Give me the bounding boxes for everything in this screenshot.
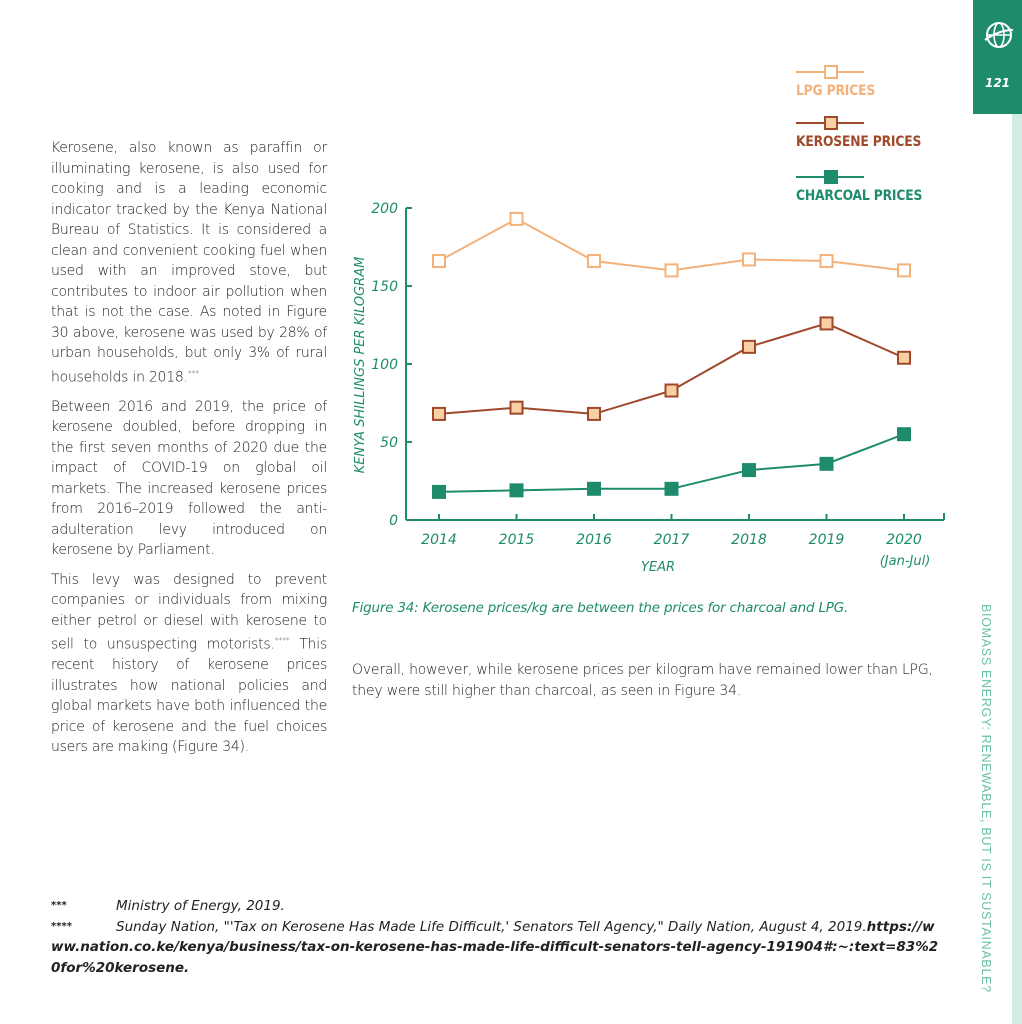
legend-marker-lpg [824,65,838,79]
data-point-charcoal [664,481,679,496]
section-title-vertical: BIOMASS ENERGY: RENEWABLE, BUT IS IT SUS… [979,604,993,993]
data-point-lpg [432,254,446,269]
y-tick-label: 150 [371,279,398,295]
legend-label-charcoal: CHARCOAL PRICES [796,188,923,204]
footnote-1: *** Ministry of Energy, 2019. [51,896,941,917]
kerosene-price-chart: 0 50 100 150 200 2014 2015 2016 2017 2018 2019 2020… [353,201,945,575]
data-point-charcoal [432,484,446,499]
data-point-lpg [509,211,524,226]
x-tick-label: 2018 [731,532,767,548]
globe-logo-icon [984,22,1014,48]
data-point-lpg [742,252,756,267]
data-point-lpg [664,263,679,278]
x-tick-label: 2019 [809,532,845,548]
y-axis-label: KENYA SHILLINGS PER KILOGRAM [353,257,368,474]
paragraph-3: This levy was designed to prevent compan… [51,571,327,756]
page-tab [973,0,1022,114]
left-column: Kerosene, also known as paraffin or illu… [51,138,327,767]
y-tick-label: 0 [389,513,398,529]
x-tick-label: 2020 [886,532,922,548]
data-point-kerosene [432,406,446,421]
footnote-ref-4: **** [274,636,290,646]
legend-marker-kerosene [824,116,838,130]
y-tick-label: 50 [380,435,398,451]
data-point-charcoal [897,427,911,442]
data-point-charcoal [742,463,756,478]
data-point-lpg [587,254,601,269]
y-tick-label: 100 [371,357,398,373]
paragraph-1: Kerosene, also known as paraffin or illu… [51,140,327,386]
paragraph-2: Between 2016 and 2019, the price of kero… [51,398,327,559]
series-line-lpg [438,217,905,272]
footnote-ref-3: *** [187,368,200,378]
y-tick-label: 200 [371,201,398,217]
legend-label-lpg: LPG PRICES [796,83,876,99]
footnote-1-mark: *** [51,900,67,911]
data-point-kerosene [742,339,756,354]
data-point-kerosene [819,316,834,331]
right-paragraph: Overall, however, while kerosene prices … [352,662,933,699]
x-tick-sublabel: (Jan-Jul) [880,554,931,569]
x-tick-label: 2015 [499,532,535,548]
footnote-2-mark: **** [51,920,72,932]
data-point-lpg [819,254,834,269]
data-point-kerosene [664,383,679,398]
data-point-charcoal [819,456,834,471]
page-number: 121 [984,76,1011,90]
x-tick-label: 2014 [421,532,457,548]
footnote-1-text: Ministry of Energy, 2019. [116,898,285,914]
x-tick-label: 2017 [654,532,690,548]
x-axis-label: YEAR [641,560,675,575]
footnote-2-link[interactable]: https://www.nation.co.ke/kenya/business/… [51,918,939,976]
footnote-2: **** Sunday Nation, "'Tax on Kerosene Has… [51,917,941,979]
footnote-2-text: Sunday Nation, "'Tax on Kerosene Has Mad… [116,918,867,935]
side-strip [1012,114,1022,1024]
legend-label-kerosene: KEROSENE PRICES [796,134,922,150]
data-point-kerosene [509,400,524,415]
data-point-kerosene [587,406,601,421]
legend-marker-charcoal [824,170,838,184]
x-tick-label: 2016 [576,532,612,548]
series-line-kerosene [438,322,905,415]
data-point-charcoal [509,483,524,498]
data-point-kerosene [897,350,911,365]
figure-caption: Figure 34: Kerosene prices/kg are betwee… [352,600,849,616]
data-point-charcoal [587,481,601,496]
data-point-lpg [897,263,911,278]
footnotes: *** Ministry of Energy, 2019. **** Sunday … [51,896,941,978]
